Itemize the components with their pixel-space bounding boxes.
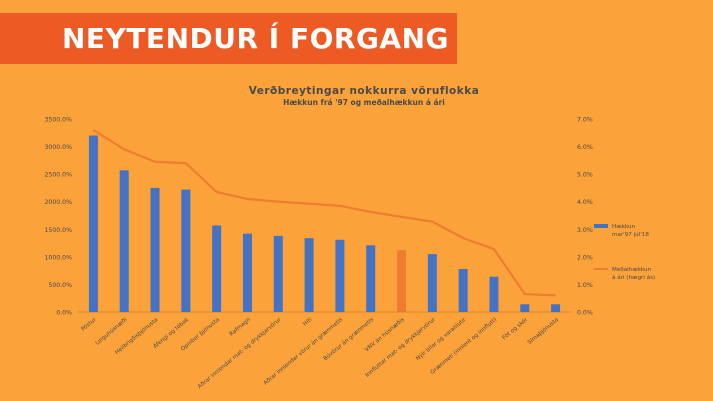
x-tick-label: Leiguhúsnæði xyxy=(94,316,129,347)
bar xyxy=(458,268,468,312)
legend-label: á ári (hægri ás) xyxy=(612,274,655,281)
slide-title: NEYTENDUR Í FORGANG xyxy=(62,22,450,55)
y2-tick-label: 0.0% xyxy=(577,310,593,317)
chart-title: Verðbreytingar nokkurra vöruflokka xyxy=(249,85,480,97)
bar xyxy=(119,170,129,312)
x-tick-label: Póstur xyxy=(80,316,98,333)
series-line xyxy=(92,129,556,297)
title-banner: NEYTENDUR Í FORGANG xyxy=(0,13,457,64)
x-tick-label: Hiti xyxy=(302,317,313,328)
y-tick-label: 500.0% xyxy=(48,282,72,289)
y-tick-label: 3000.0% xyxy=(44,144,72,151)
y-tick-label: 1500.0% xyxy=(44,227,72,234)
bar xyxy=(335,239,345,312)
legend-label: Hækkun xyxy=(612,224,636,230)
y2-tick-label: 2.0% xyxy=(577,254,593,261)
bar xyxy=(181,189,191,312)
legend-label: mar'97 júl'18 xyxy=(612,231,649,238)
bar xyxy=(212,225,222,312)
x-tick-label: Föt og skór xyxy=(501,316,530,342)
bar xyxy=(304,238,314,312)
y-tick-label: 3500.0% xyxy=(44,117,72,124)
bar xyxy=(88,135,98,312)
x-tick-label: Nýir bílar og varahlutir xyxy=(415,316,468,362)
y2-tick-label: 6.0% xyxy=(577,144,593,151)
y-tick-label: 2500.0% xyxy=(44,172,72,179)
y-tick-label: 1000.0% xyxy=(44,254,72,261)
x-tick-label: Grænmeti (innlent og innflutt) xyxy=(430,317,499,376)
y-tick-label: 2000.0% xyxy=(44,199,72,206)
y2-tick-label: 1.0% xyxy=(577,282,593,289)
bar xyxy=(150,187,160,312)
chart-subtitle: Hækkun frá '97 og meðalhækkun á ári xyxy=(283,98,445,107)
legend-bar-swatch xyxy=(594,224,608,228)
y2-tick-label: 7.0% xyxy=(577,117,593,124)
y2-tick-label: 3.0% xyxy=(577,227,593,234)
bar xyxy=(427,254,437,312)
y-tick-label: 0.0% xyxy=(56,310,72,317)
x-tick-label: Búvörur án grænmetis xyxy=(322,316,375,362)
x-tick-label: Rafmagn xyxy=(229,317,252,338)
bar xyxy=(242,233,252,312)
bar xyxy=(273,235,283,312)
bar xyxy=(397,250,407,312)
legend-label: Meðalhækkun xyxy=(612,267,652,273)
y2-tick-label: 4.0% xyxy=(577,199,593,206)
bar xyxy=(520,304,530,312)
bar xyxy=(489,276,499,312)
bar xyxy=(551,304,561,312)
bar xyxy=(366,245,376,312)
x-tick-label: Símaþjónusta xyxy=(526,316,560,346)
y2-tick-label: 5.0% xyxy=(577,172,593,179)
